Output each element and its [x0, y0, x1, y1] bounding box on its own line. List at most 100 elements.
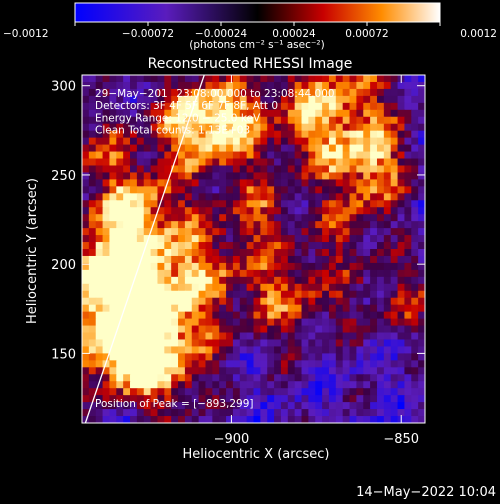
heatmap-cell — [260, 186, 268, 194]
heatmap-cell — [260, 235, 268, 243]
heatmap-cell — [390, 137, 399, 146]
heatmap-cell — [390, 179, 399, 187]
heatmap-cell — [356, 75, 364, 83]
heatmap-cell — [191, 130, 200, 139]
heatmap-cell — [308, 158, 316, 167]
colorbar — [74, 2, 441, 23]
heatmap-cell — [239, 346, 248, 354]
heatmap-cell — [157, 269, 165, 278]
heatmap-cell — [260, 123, 268, 132]
heatmap-cell — [157, 144, 165, 153]
heatmap-cell — [280, 255, 289, 264]
heatmap-cell — [150, 395, 159, 403]
heatmap-cell — [287, 269, 296, 278]
heatmap-cell — [136, 381, 145, 389]
heatmap-cell — [335, 416, 344, 423]
heatmap-cell — [184, 221, 193, 229]
heatmap-cell — [308, 95, 316, 104]
heatmap-cell — [82, 228, 90, 236]
heatmap-cell — [164, 374, 172, 382]
heatmap-cell — [232, 339, 241, 348]
heatmap-cell — [335, 262, 344, 271]
heatmap-cell — [322, 346, 330, 354]
heatmap-cell — [397, 144, 406, 153]
heatmap-cell — [123, 395, 131, 403]
heatmap-cell — [308, 123, 316, 132]
heatmap-cell — [239, 102, 248, 111]
heatmap-cell — [143, 276, 152, 285]
observation-annotations: 29−May−201 23:08:00.000 to 23:08:44.000D… — [95, 88, 335, 137]
heatmap-cell — [212, 388, 220, 396]
heatmap-cell — [212, 221, 220, 229]
heatmap-cell — [136, 95, 145, 104]
heatmap-cell — [335, 360, 344, 368]
heatmap-cell — [226, 235, 234, 243]
heatmap-cell — [322, 88, 330, 97]
heatmap-cell — [102, 235, 111, 243]
heatmap-cell — [253, 214, 261, 222]
heatmap-cell — [390, 186, 399, 194]
heatmap-cell — [219, 346, 227, 354]
heatmap-cell — [198, 269, 207, 278]
x-tick-label: −850 — [383, 432, 419, 447]
heatmap-cell — [116, 367, 124, 375]
heatmap-cell — [370, 81, 378, 90]
heatmap-cell — [88, 388, 97, 396]
heatmap-cell — [164, 360, 172, 368]
heatmap-cell — [383, 81, 392, 90]
heatmap-cell — [383, 172, 392, 180]
heatmap-cell — [287, 381, 296, 389]
heatmap-cell — [116, 179, 124, 187]
heatmap-cell — [95, 339, 104, 348]
heatmap-cell — [418, 325, 425, 334]
heatmap-cell — [232, 262, 241, 271]
heatmap-cell — [123, 144, 131, 153]
heatmap-cell — [267, 144, 275, 153]
heatmap-cell — [157, 381, 165, 389]
heatmap-cell — [253, 381, 261, 389]
heatmap-cell — [198, 221, 207, 229]
heatmap-cell — [184, 269, 193, 278]
heatmap-cell — [390, 165, 399, 174]
heatmap-cell — [157, 311, 165, 320]
heatmap-cell — [370, 235, 378, 243]
heatmap-cell — [328, 318, 337, 327]
heatmap-cell — [322, 158, 330, 167]
heatmap-cell — [82, 214, 90, 222]
heatmap-cell — [109, 95, 117, 104]
heatmap-cell — [82, 255, 90, 264]
heatmap-cell — [150, 81, 159, 90]
heatmap-cell — [116, 116, 124, 125]
heatmap-cell — [219, 360, 227, 368]
heatmap-cell — [205, 95, 213, 104]
heatmap-cell — [143, 81, 152, 90]
heatmap-cell — [308, 102, 316, 111]
heatmap-cell — [397, 249, 406, 257]
heatmap-cell — [404, 81, 412, 90]
heatmap-cell — [123, 116, 131, 125]
heatmap-cell — [328, 255, 337, 264]
heatmap-cell — [335, 339, 344, 348]
heatmap-cell — [287, 214, 296, 222]
heatmap-cell — [390, 228, 399, 236]
heatmap-cell — [322, 151, 330, 160]
heatmap-cell — [383, 283, 392, 292]
heatmap-cell — [82, 95, 90, 104]
heatmap-cell — [342, 151, 351, 160]
heatmap-cell — [349, 353, 357, 361]
heatmap-cell — [109, 269, 117, 278]
heatmap-cell — [178, 367, 186, 375]
heatmap-cell — [178, 116, 186, 125]
heatmap-cell — [335, 95, 344, 104]
heatmap-cell — [342, 360, 351, 368]
heatmap-cell — [390, 75, 399, 83]
heatmap-cell — [191, 249, 200, 257]
heatmap-cell — [335, 367, 344, 375]
heatmap-cell — [246, 144, 255, 153]
heatmap-cell — [301, 249, 309, 257]
heatmap-cell — [280, 332, 289, 341]
heatmap-cell — [363, 179, 371, 187]
heatmap-cell — [397, 339, 406, 348]
heatmap-cell — [418, 207, 425, 215]
heatmap-cell — [342, 214, 351, 222]
